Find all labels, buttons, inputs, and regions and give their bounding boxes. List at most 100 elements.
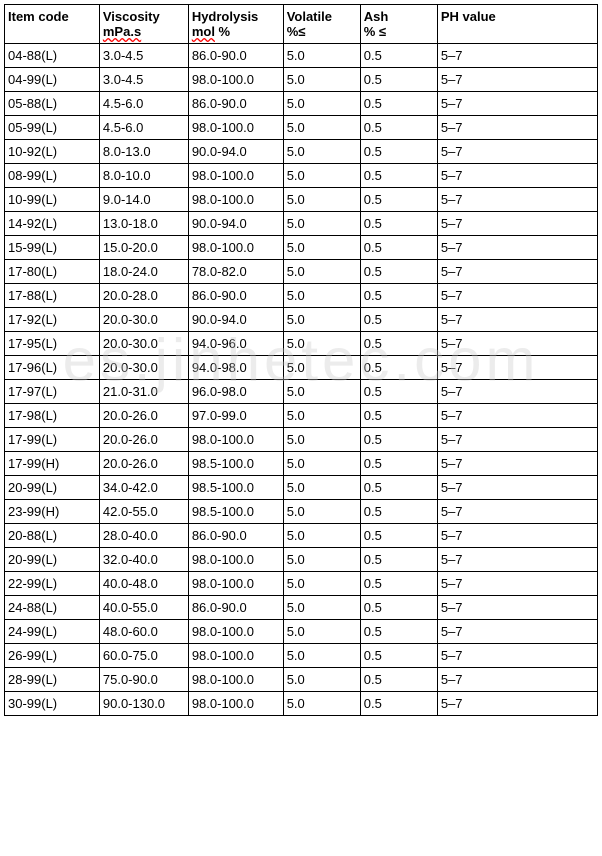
table-cell: 60.0-75.0 (99, 644, 188, 668)
table-cell: 48.0-60.0 (99, 620, 188, 644)
table-row: 20-99(L)32.0-40.098.0-100.05.00.55–7 (5, 548, 598, 572)
table-row: 10-99(L)9.0-14.098.0-100.05.00.55–7 (5, 188, 598, 212)
table-row: 24-88(L)40.0-55.086.0-90.05.00.55–7 (5, 596, 598, 620)
table-cell: 5.0 (283, 116, 360, 140)
table-cell: 5–7 (437, 332, 597, 356)
table-cell: 98.5-100.0 (188, 500, 283, 524)
table-cell: 5–7 (437, 260, 597, 284)
table-cell: 98.5-100.0 (188, 476, 283, 500)
table-header-row: Item codeViscositymPa.sHydrolysismol %Vo… (5, 5, 598, 44)
table-cell: 5–7 (437, 452, 597, 476)
table-cell: 86.0-90.0 (188, 44, 283, 68)
table-cell: 5.0 (283, 140, 360, 164)
table-cell: 26-99(L) (5, 644, 100, 668)
table-cell: 5–7 (437, 164, 597, 188)
table-row: 17-92(L)20.0-30.090.0-94.05.00.55–7 (5, 308, 598, 332)
table-cell: 5–7 (437, 404, 597, 428)
table-cell: 17-96(L) (5, 356, 100, 380)
table-cell: 0.5 (360, 116, 437, 140)
table-cell: 5–7 (437, 644, 597, 668)
table-cell: 10-99(L) (5, 188, 100, 212)
table-cell: 20.0-28.0 (99, 284, 188, 308)
table-cell: 05-99(L) (5, 116, 100, 140)
table-cell: 17-80(L) (5, 260, 100, 284)
table-cell: 5.0 (283, 212, 360, 236)
table-row: 10-92(L)8.0-13.090.0-94.05.00.55–7 (5, 140, 598, 164)
table-cell: 5.0 (283, 188, 360, 212)
table-cell: 0.5 (360, 68, 437, 92)
table-cell: 98.0-100.0 (188, 188, 283, 212)
table-cell: 5–7 (437, 188, 597, 212)
table-cell: 98.0-100.0 (188, 68, 283, 92)
table-cell: 5–7 (437, 380, 597, 404)
table-row: 17-97(L)21.0-31.096.0-98.05.00.55–7 (5, 380, 598, 404)
table-cell: 8.0-13.0 (99, 140, 188, 164)
table-cell: 22-99(L) (5, 572, 100, 596)
table-cell: 5.0 (283, 308, 360, 332)
table-cell: 20.0-30.0 (99, 356, 188, 380)
col-header-1: ViscositymPa.s (99, 5, 188, 44)
table-cell: 14-92(L) (5, 212, 100, 236)
table-cell: 21.0-31.0 (99, 380, 188, 404)
table-cell: 5–7 (437, 212, 597, 236)
table-cell: 4.5-6.0 (99, 92, 188, 116)
table-cell: 5.0 (283, 572, 360, 596)
table-cell: 04-99(L) (5, 68, 100, 92)
table-cell: 0.5 (360, 92, 437, 116)
table-cell: 0.5 (360, 548, 437, 572)
table-cell: 0.5 (360, 140, 437, 164)
table-cell: 0.5 (360, 356, 437, 380)
table-cell: 98.0-100.0 (188, 572, 283, 596)
table-cell: 28.0-40.0 (99, 524, 188, 548)
table-cell: 0.5 (360, 452, 437, 476)
table-cell: 5.0 (283, 284, 360, 308)
table-cell: 5–7 (437, 356, 597, 380)
spec-table: Item codeViscositymPa.sHydrolysismol %Vo… (4, 4, 598, 716)
table-cell: 0.5 (360, 500, 437, 524)
table-cell: 5.0 (283, 692, 360, 716)
table-cell: 5.0 (283, 524, 360, 548)
table-cell: 78.0-82.0 (188, 260, 283, 284)
table-cell: 9.0-14.0 (99, 188, 188, 212)
table-cell: 5–7 (437, 548, 597, 572)
table-cell: 24-88(L) (5, 596, 100, 620)
table-cell: 96.0-98.0 (188, 380, 283, 404)
table-cell: 0.5 (360, 188, 437, 212)
table-cell: 17-98(L) (5, 404, 100, 428)
table-cell: 20.0-26.0 (99, 404, 188, 428)
table-row: 17-99(H)20.0-26.098.5-100.05.00.55–7 (5, 452, 598, 476)
table-cell: 5.0 (283, 548, 360, 572)
table-cell: 5.0 (283, 236, 360, 260)
table-cell: 5.0 (283, 668, 360, 692)
table-cell: 42.0-55.0 (99, 500, 188, 524)
table-row: 17-80(L)18.0-24.078.0-82.05.00.55–7 (5, 260, 598, 284)
table-row: 17-88(L)20.0-28.086.0-90.05.00.55–7 (5, 284, 598, 308)
table-cell: 5–7 (437, 92, 597, 116)
table-cell: 98.0-100.0 (188, 164, 283, 188)
table-cell: 86.0-90.0 (188, 596, 283, 620)
table-cell: 0.5 (360, 644, 437, 668)
table-cell: 0.5 (360, 524, 437, 548)
table-cell: 3.0-4.5 (99, 44, 188, 68)
table-cell: 20-99(L) (5, 476, 100, 500)
table-cell: 0.5 (360, 260, 437, 284)
table-cell: 5–7 (437, 692, 597, 716)
table-cell: 24-99(L) (5, 620, 100, 644)
table-cell: 0.5 (360, 380, 437, 404)
table-row: 23-99(H)42.0-55.098.5-100.05.00.55–7 (5, 500, 598, 524)
table-cell: 0.5 (360, 236, 437, 260)
table-cell: 40.0-48.0 (99, 572, 188, 596)
table-cell: 32.0-40.0 (99, 548, 188, 572)
table-cell: 17-99(L) (5, 428, 100, 452)
col-header-4: Ash% ≤ (360, 5, 437, 44)
table-row: 20-99(L)34.0-42.098.5-100.05.00.55–7 (5, 476, 598, 500)
col-header-3: Volatile%≤ (283, 5, 360, 44)
table-cell: 20.0-26.0 (99, 428, 188, 452)
table-row: 30-99(L)90.0-130.098.0-100.05.00.55–7 (5, 692, 598, 716)
table-cell: 15.0-20.0 (99, 236, 188, 260)
table-cell: 0.5 (360, 620, 437, 644)
table-cell: 5.0 (283, 92, 360, 116)
table-cell: 5.0 (283, 500, 360, 524)
table-cell: 98.0-100.0 (188, 644, 283, 668)
table-cell: 5.0 (283, 332, 360, 356)
